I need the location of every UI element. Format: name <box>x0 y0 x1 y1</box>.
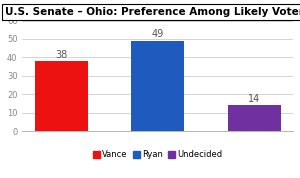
Bar <box>35 61 88 131</box>
Legend: Vance, Ryan, Undecided: Vance, Ryan, Undecided <box>90 147 226 163</box>
Text: 38: 38 <box>55 50 68 60</box>
Text: 49: 49 <box>152 29 164 39</box>
Bar <box>228 106 281 131</box>
Title: U.S. Senate – Ohio: Preference Among Likely Voters: U.S. Senate – Ohio: Preference Among Lik… <box>5 7 300 17</box>
Bar <box>131 41 184 131</box>
Text: 14: 14 <box>248 94 260 104</box>
